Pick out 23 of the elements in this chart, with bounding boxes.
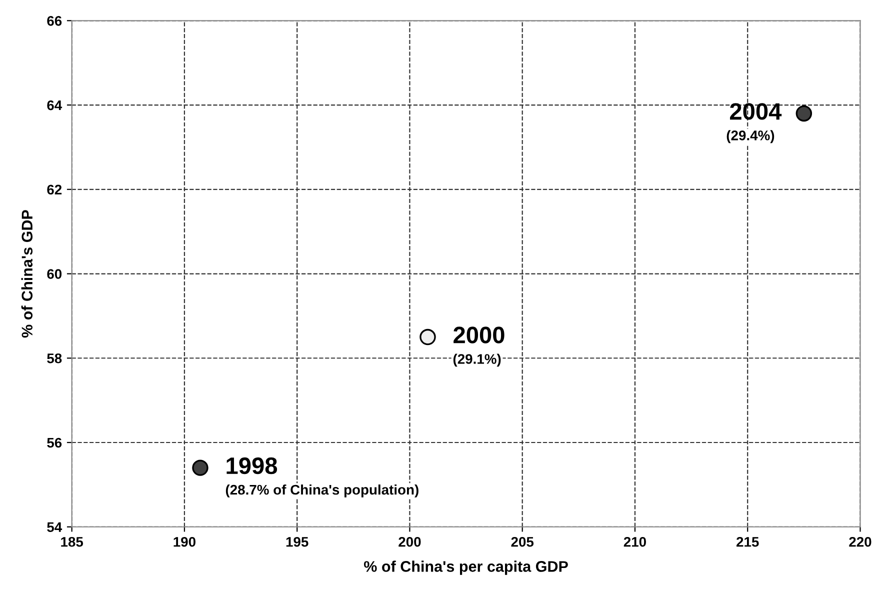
- annotation: 2004: [730, 103, 782, 120]
- y-tick-label: 60: [47, 269, 62, 279]
- y-tick-label: 56: [47, 438, 62, 448]
- x-axis-title: % of China's per capita GDP: [364, 560, 568, 575]
- y-tick-label: 66: [47, 16, 62, 26]
- annotation: 1998: [226, 457, 278, 474]
- x-tick-label: 185: [61, 536, 84, 547]
- x-tick-label: 195: [286, 536, 308, 547]
- annotation: (29.4%): [726, 130, 774, 144]
- x-tick-label: 215: [736, 536, 759, 547]
- annotation: 2000: [454, 326, 504, 344]
- x-tick-label: 220: [849, 536, 872, 547]
- annotation: (29.1%): [453, 354, 501, 367]
- y-tick-label: 58: [47, 353, 62, 364]
- annotation: (28.7% of China's population): [226, 484, 418, 498]
- y-axis-title: % of China's GDP: [21, 210, 33, 338]
- y-tick-label: 62: [47, 184, 62, 195]
- y-tick-label: 54: [47, 522, 62, 532]
- y-tick-label: 64: [47, 100, 62, 110]
- x-tick-label: 210: [624, 536, 646, 547]
- x-tick-label: 190: [174, 536, 196, 547]
- x-tick-label: 205: [511, 536, 534, 547]
- x-tick-label: 200: [398, 536, 421, 547]
